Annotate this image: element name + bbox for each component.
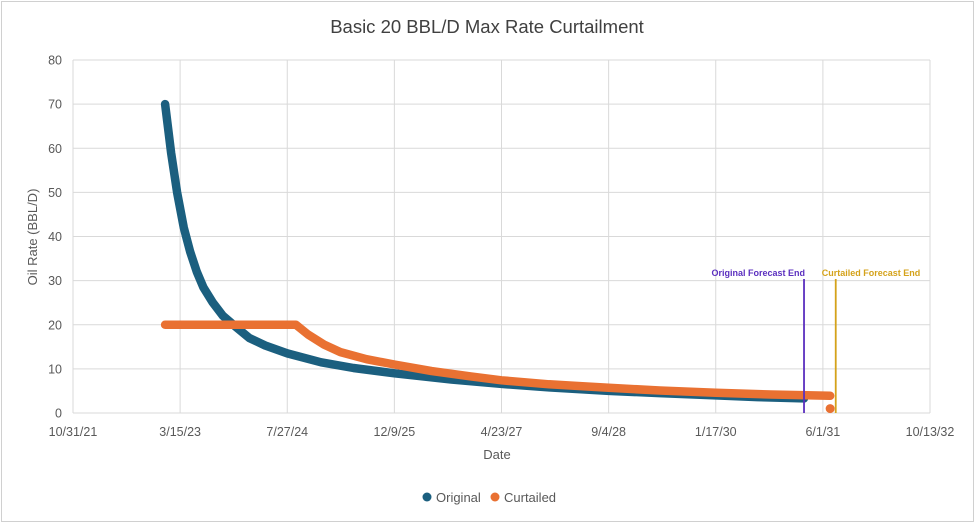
x-tick-label: 12/9/25 [374,425,416,439]
y-tick-label: 60 [48,142,62,156]
gridlines [72,59,931,414]
x-tick-label: 10/31/21 [49,425,98,439]
y-tick-label: 20 [48,318,62,332]
y-tick-label: 50 [48,186,62,200]
x-tick-label: 3/15/23 [159,425,201,439]
y-tick-label: 0 [55,407,62,421]
y-ticks: 0 10 20 30 40 50 60 70 80 [48,54,62,421]
x-tick-label: 6/1/31 [805,425,840,439]
x-tick-label: 1/17/30 [695,425,737,439]
annotation-label: Curtailed Forecast End [822,268,921,278]
series [160,99,835,414]
x-tick-label: 4/23/27 [481,425,523,439]
legend-marker-original [422,492,432,502]
y-tick-label: 70 [48,98,62,112]
legend-marker-curtailed [490,492,500,502]
y-axis-label: Oil Rate (BBL/D) [25,189,40,286]
series-line-curtailed [160,320,835,401]
y-tick-label: 30 [48,274,62,288]
y-tick-label: 10 [48,362,62,376]
series-point-curtailed [825,404,835,414]
x-tick-label: 10/13/32 [906,425,955,439]
chart-title: Basic 20 BBL/D Max Rate Curtailment [330,16,644,37]
y-tick-label: 40 [48,230,62,244]
x-tick-label: 9/4/28 [591,425,626,439]
y-tick-label: 80 [48,54,62,68]
x-ticks: 10/31/21 3/15/23 7/27/24 12/9/25 4/23/27 9/4/… [49,425,955,439]
annotation-label: Original Forecast End [711,268,805,278]
legend: Original Curtailed [422,490,556,505]
x-axis-label: Date [483,447,510,462]
legend-label-original: Original [436,490,481,505]
legend-label-curtailed: Curtailed [504,490,556,505]
x-tick-label: 7/27/24 [266,425,308,439]
annotations: Original Forecast End Curtailed Forecast … [711,268,920,413]
